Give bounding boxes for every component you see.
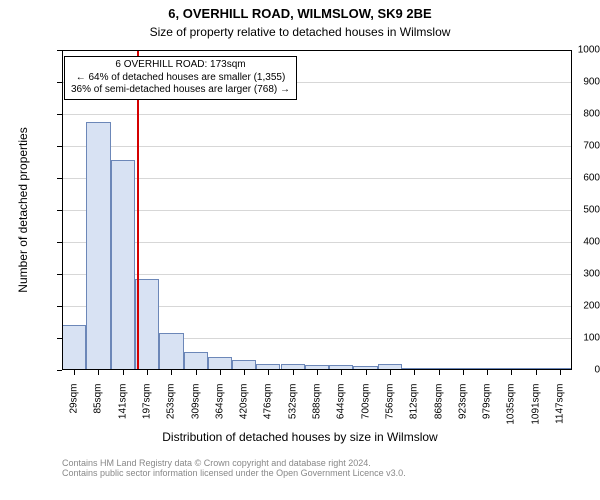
y-tick-label: 500 xyxy=(546,205,600,216)
x-tick-label: 923sqm xyxy=(457,384,468,420)
x-tick-mark xyxy=(536,370,537,375)
y-tick-label: 700 xyxy=(546,141,600,152)
y-tick-label: 0 xyxy=(546,365,600,376)
x-tick-mark xyxy=(366,370,367,375)
histogram-bar xyxy=(184,352,208,370)
x-tick-label: 364sqm xyxy=(214,384,225,420)
x-tick-label: 141sqm xyxy=(117,384,128,420)
x-tick-label: 309sqm xyxy=(190,384,201,420)
y-tick-label: 200 xyxy=(546,301,600,312)
histogram-bar xyxy=(208,357,232,370)
x-tick-label: 253sqm xyxy=(166,384,177,420)
x-tick-mark xyxy=(317,370,318,375)
histogram-bar xyxy=(62,325,86,370)
y-axis-label: Number of detached properties xyxy=(16,50,30,370)
y-tick-label: 900 xyxy=(546,77,600,88)
x-tick-label: 812sqm xyxy=(409,384,420,420)
x-tick-label: 29sqm xyxy=(69,384,80,414)
y-tick-mark xyxy=(57,114,62,115)
x-tick-label: 420sqm xyxy=(239,384,250,420)
annotation-line3: 36% of semi-detached houses are larger (… xyxy=(71,84,290,97)
y-tick-label: 300 xyxy=(546,269,600,280)
y-tick-mark xyxy=(57,146,62,147)
x-tick-mark xyxy=(196,370,197,375)
x-tick-mark xyxy=(268,370,269,375)
histogram-bar xyxy=(111,160,135,370)
y-tick-label: 800 xyxy=(546,109,600,120)
y-tick-mark xyxy=(57,274,62,275)
x-tick-label: 700sqm xyxy=(360,384,371,420)
x-tick-label: 85sqm xyxy=(93,384,104,414)
annotation-box: 6 OVERHILL ROAD: 173sqm← 64% of detached… xyxy=(64,56,297,100)
y-tick-mark xyxy=(57,338,62,339)
x-tick-label: 1147sqm xyxy=(554,384,565,424)
histogram-bar xyxy=(86,122,110,370)
y-tick-mark xyxy=(57,370,62,371)
x-tick-mark xyxy=(74,370,75,375)
x-tick-mark xyxy=(123,370,124,375)
x-tick-mark xyxy=(487,370,488,375)
y-tick-mark xyxy=(57,210,62,211)
x-tick-mark xyxy=(220,370,221,375)
x-tick-mark xyxy=(439,370,440,375)
x-tick-label: 197sqm xyxy=(142,384,153,420)
x-tick-label: 644sqm xyxy=(336,384,347,420)
y-tick-label: 100 xyxy=(546,333,600,344)
x-axis-label: Distribution of detached houses by size … xyxy=(0,430,600,444)
x-tick-label: 979sqm xyxy=(481,384,492,420)
y-tick-mark xyxy=(57,178,62,179)
plot-area: 6 OVERHILL ROAD: 173sqm← 64% of detached… xyxy=(62,50,572,370)
x-tick-mark xyxy=(414,370,415,375)
x-tick-mark xyxy=(463,370,464,375)
x-tick-label: 588sqm xyxy=(312,384,323,420)
x-tick-mark xyxy=(147,370,148,375)
x-tick-mark xyxy=(560,370,561,375)
chart-title-line1: 6, OVERHILL ROAD, WILMSLOW, SK9 2BE xyxy=(0,6,600,21)
y-tick-mark xyxy=(57,306,62,307)
x-tick-label: 868sqm xyxy=(433,384,444,420)
x-tick-label: 532sqm xyxy=(287,384,298,420)
x-tick-label: 1035sqm xyxy=(506,384,517,425)
y-tick-label: 400 xyxy=(546,237,600,248)
footer-line1: Contains HM Land Registry data © Crown c… xyxy=(62,458,406,468)
footer-line2: Contains public sector information licen… xyxy=(62,468,406,478)
x-tick-mark xyxy=(293,370,294,375)
x-tick-mark xyxy=(98,370,99,375)
x-tick-mark xyxy=(244,370,245,375)
annotation-line1: 6 OVERHILL ROAD: 173sqm xyxy=(71,59,290,72)
x-tick-label: 1091sqm xyxy=(530,384,541,425)
y-tick-mark xyxy=(57,242,62,243)
x-tick-label: 756sqm xyxy=(384,384,395,420)
histogram-bar xyxy=(232,360,256,370)
footer-attribution: Contains HM Land Registry data © Crown c… xyxy=(62,458,406,478)
chart-title-line2: Size of property relative to detached ho… xyxy=(0,25,600,39)
y-tick-mark xyxy=(57,82,62,83)
x-tick-label: 476sqm xyxy=(263,384,274,420)
y-tick-label: 1000 xyxy=(546,45,600,56)
x-tick-mark xyxy=(511,370,512,375)
chart-container: { "chart": { "title_line1": "6, OVERHILL… xyxy=(0,0,600,500)
histogram-bar xyxy=(159,333,183,370)
x-tick-mark xyxy=(341,370,342,375)
y-tick-mark xyxy=(57,50,62,51)
x-tick-mark xyxy=(171,370,172,375)
annotation-line2: ← 64% of detached houses are smaller (1,… xyxy=(71,72,290,85)
x-tick-mark xyxy=(390,370,391,375)
y-tick-label: 600 xyxy=(546,173,600,184)
